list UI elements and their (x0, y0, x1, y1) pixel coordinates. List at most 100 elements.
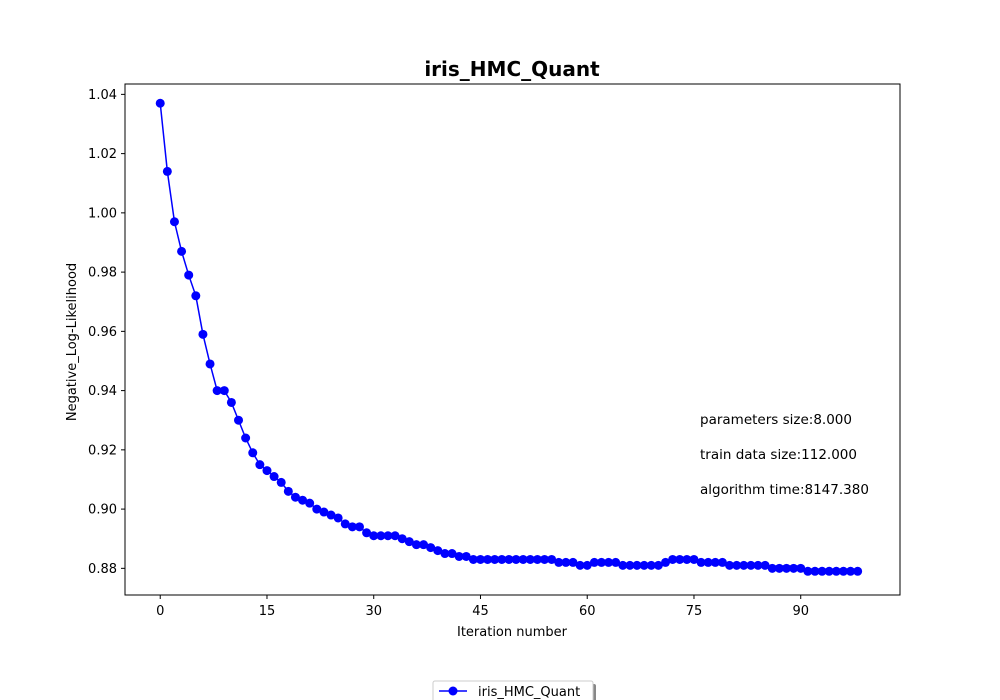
data-point (668, 554, 678, 564)
data-point (290, 492, 300, 502)
data-point (582, 560, 592, 570)
data-point (383, 531, 393, 541)
y-tick-label: 0.92 (88, 443, 117, 458)
data-point (760, 560, 770, 570)
data-point (653, 560, 663, 570)
data-point (554, 557, 564, 567)
annotation-parameters-size: parameters size:8.000 (700, 412, 852, 428)
y-tick-label: 1.00 (88, 206, 117, 221)
data-point (525, 554, 535, 564)
data-point (205, 359, 215, 369)
data-point (661, 557, 671, 567)
data-point (625, 560, 635, 570)
data-point (703, 557, 713, 567)
data-point (846, 566, 856, 576)
plot-frame (124, 83, 901, 596)
data-point (276, 477, 286, 487)
legend: iris_HMC_Quant (432, 680, 596, 700)
data-point (732, 560, 742, 570)
data-point (191, 291, 201, 301)
data-point (497, 554, 507, 564)
x-tick-label: 60 (579, 604, 596, 619)
x-tick-label: 15 (259, 604, 276, 619)
data-point (340, 519, 350, 529)
data-point (354, 522, 364, 532)
data-point (283, 486, 293, 496)
x-tick-label: 0 (156, 604, 164, 619)
data-point (639, 560, 649, 570)
data-point (803, 566, 813, 576)
y-tick-label: 1.02 (88, 147, 117, 162)
y-tick-label: 1.04 (88, 88, 117, 103)
data-point (817, 566, 827, 576)
y-tick-label: 0.94 (88, 384, 117, 399)
chart-title: iris_HMC_Quant (424, 57, 600, 81)
data-point (611, 557, 621, 567)
data-point (774, 563, 784, 573)
data-point (312, 504, 322, 514)
data-point (184, 270, 194, 280)
data-point (561, 557, 571, 567)
data-point (646, 560, 656, 570)
data-point (696, 557, 706, 567)
data-point (632, 560, 642, 570)
data-point (568, 557, 578, 567)
data-point (333, 513, 343, 523)
y-tick-label: 0.98 (88, 266, 117, 281)
data-point (789, 563, 799, 573)
x-tick-label: 75 (686, 604, 703, 619)
x-tick-label: 30 (365, 604, 382, 619)
data-point (831, 566, 841, 576)
data-point (604, 557, 614, 567)
data-point (390, 531, 400, 541)
data-point (675, 554, 685, 564)
data-point (725, 560, 735, 570)
data-point (369, 531, 379, 541)
data-point (162, 166, 172, 176)
data-point (710, 557, 720, 567)
data-point (682, 554, 692, 564)
data-point (347, 522, 357, 532)
legend-marker-swatch (448, 686, 458, 696)
data-point (781, 563, 791, 573)
annotation-train-data-size: train data size:112.000 (700, 447, 857, 463)
legend-box (432, 680, 594, 700)
annotations: parameters size:8.000 train data size:11… (700, 412, 869, 498)
data-point (532, 554, 542, 564)
data-point (575, 560, 585, 570)
data-point (298, 495, 308, 505)
y-tick-label: 0.90 (88, 503, 117, 518)
data-point (234, 415, 244, 425)
data-point (596, 557, 606, 567)
data-point (824, 566, 834, 576)
data-point (212, 386, 222, 396)
data-point (155, 98, 165, 108)
data-point (689, 554, 699, 564)
data-point (177, 246, 187, 256)
data-point (262, 466, 272, 476)
data-point (511, 554, 521, 564)
data-point (226, 397, 236, 407)
data-point (447, 549, 457, 559)
data-point (426, 543, 436, 553)
data-point (376, 531, 386, 541)
series-line (159, 103, 858, 573)
data-point (518, 554, 528, 564)
series-layer (155, 98, 863, 576)
data-point (475, 554, 485, 564)
data-point (397, 534, 407, 544)
y-axis-label: Negative_Log-Likelihood (65, 263, 80, 421)
data-point (404, 537, 414, 547)
data-point (746, 560, 756, 570)
data-point (810, 566, 820, 576)
data-point (198, 329, 208, 339)
annotation-algorithm-time: algorithm time:8147.380 (700, 482, 869, 498)
x-tick-label: 90 (792, 604, 809, 619)
data-point (717, 557, 727, 567)
data-point (362, 528, 372, 538)
data-point (440, 549, 450, 559)
data-point (504, 554, 514, 564)
data-point (589, 557, 599, 567)
data-point (169, 217, 179, 227)
data-point (853, 566, 863, 576)
